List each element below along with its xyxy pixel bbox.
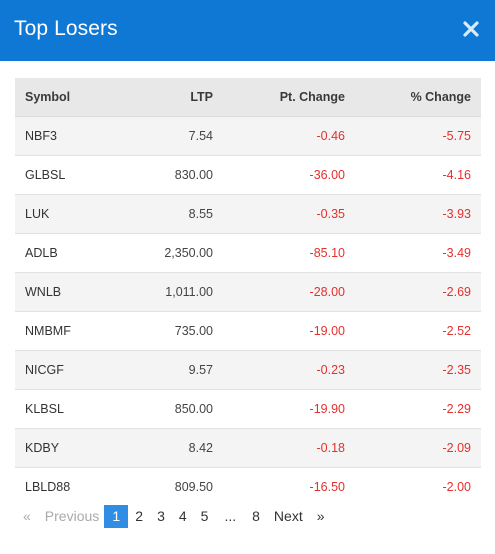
ltp-cell: 1,011.00 xyxy=(127,272,223,312)
pct-change-cell: -5.75 xyxy=(355,116,481,156)
symbol-cell: NBF3 xyxy=(15,116,127,156)
symbol-cell: LBLD88 xyxy=(15,467,127,506)
symbol-cell: GLBSL xyxy=(15,155,127,195)
pct-change-cell: -2.35 xyxy=(355,350,481,390)
header-pt-change[interactable]: Pt. Change xyxy=(223,78,355,117)
pct-change-cell: -2.09 xyxy=(355,428,481,468)
pct-change-cell: -4.16 xyxy=(355,155,481,195)
table-row[interactable]: WNLB 1,011.00 -28.00 -2.69 xyxy=(15,272,481,312)
pct-change-cell: -2.00 xyxy=(355,467,481,506)
page-2-button[interactable]: 2 xyxy=(135,508,144,524)
pt-change-cell: -0.18 xyxy=(223,428,355,468)
ltp-cell: 9.57 xyxy=(127,350,223,390)
ltp-cell: 830.00 xyxy=(127,155,223,195)
symbol-cell: KLBSL xyxy=(15,389,127,429)
table-row[interactable]: LUK 8.55 -0.35 -3.93 xyxy=(15,194,481,234)
pct-change-cell: -2.69 xyxy=(355,272,481,312)
modal-header: Top Losers xyxy=(0,0,495,61)
pt-change-cell: -85.10 xyxy=(223,233,355,273)
table-row[interactable]: NBF3 7.54 -0.46 -5.75 xyxy=(15,116,481,156)
pt-change-cell: -0.35 xyxy=(223,194,355,234)
pagination-ellipsis: ... xyxy=(224,508,237,524)
symbol-cell: LUK xyxy=(15,194,127,234)
page-5-button[interactable]: 5 xyxy=(200,508,209,524)
header-ltp[interactable]: LTP xyxy=(127,78,223,117)
pct-change-cell: -2.52 xyxy=(355,311,481,351)
symbol-cell: WNLB xyxy=(15,272,127,312)
ltp-cell: 7.54 xyxy=(127,116,223,156)
symbol-cell: ADLB xyxy=(15,233,127,273)
top-losers-table: Symbol LTP Pt. Change % Change NBF3 7.54-… xyxy=(15,78,481,506)
pt-change-cell: -28.00 xyxy=(223,272,355,312)
ltp-cell: 8.55 xyxy=(127,194,223,234)
table-row[interactable]: NMBMF 735.00 -19.00 -2.52 xyxy=(15,311,481,351)
table-body: NBF3 7.54 -0.46 -5.75 GLBSL 830.00 -36.00 -4.16… xyxy=(15,116,481,506)
header-pct-change[interactable]: % Change xyxy=(355,78,481,117)
modal-title: Top Losers xyxy=(14,17,118,40)
page-3-button[interactable]: 3 xyxy=(157,508,165,524)
ltp-cell: 2,350.00 xyxy=(127,233,223,273)
ltp-cell: 8.42 xyxy=(127,428,223,468)
next-button[interactable]: Next xyxy=(273,508,303,524)
pagination: « Previous 1 2 3 4 5 ... 8 Next » xyxy=(16,505,332,528)
previous-button: Previous xyxy=(44,508,100,524)
ltp-cell: 809.50 xyxy=(127,467,223,506)
close-icon[interactable] xyxy=(460,18,482,40)
table-header-row: Symbol LTP Pt. Change % Change xyxy=(15,78,481,117)
pct-change-cell: -2.29 xyxy=(355,389,481,429)
page-1-button[interactable]: 1 xyxy=(104,505,129,528)
pt-change-cell: -0.23 xyxy=(223,350,355,390)
header-symbol[interactable]: Symbol xyxy=(15,78,127,117)
table-row[interactable]: GLBSL 830.00 -36.00 -4.16 xyxy=(15,155,481,195)
table-row[interactable]: LBLD88 809.50 -16.50 -2.00 xyxy=(15,467,481,506)
pct-change-cell: -3.49 xyxy=(355,233,481,273)
pt-change-cell: -36.00 xyxy=(223,155,355,195)
table-row[interactable]: KLBSL 850.00 -19.90 -2.29 xyxy=(15,389,481,429)
pt-change-cell: -19.00 xyxy=(223,311,355,351)
prev-arrow: « xyxy=(23,508,31,524)
page-4-button[interactable]: 4 xyxy=(178,508,187,524)
table-row[interactable]: KDBY 8.42 -0.18 -2.09 xyxy=(15,428,481,468)
symbol-cell: KDBY xyxy=(15,428,127,468)
pct-change-cell: -3.93 xyxy=(355,194,481,234)
table-row[interactable]: NICGF 9.57 -0.23 -2.35 xyxy=(15,350,481,390)
close-icon-glyph xyxy=(463,21,479,37)
ltp-cell: 735.00 xyxy=(127,311,223,351)
pt-change-cell: -0.46 xyxy=(223,116,355,156)
ltp-cell: 850.00 xyxy=(127,389,223,429)
page-8-button[interactable]: 8 xyxy=(252,508,260,524)
pt-change-cell: -19.90 xyxy=(223,389,355,429)
next-arrow[interactable]: » xyxy=(316,508,325,524)
symbol-cell: NMBMF xyxy=(15,311,127,351)
pt-change-cell: -16.50 xyxy=(223,467,355,506)
symbol-cell: NICGF xyxy=(15,350,127,390)
table-row[interactable]: ADLB 2,350.00 -85.10 -3.49 xyxy=(15,233,481,273)
